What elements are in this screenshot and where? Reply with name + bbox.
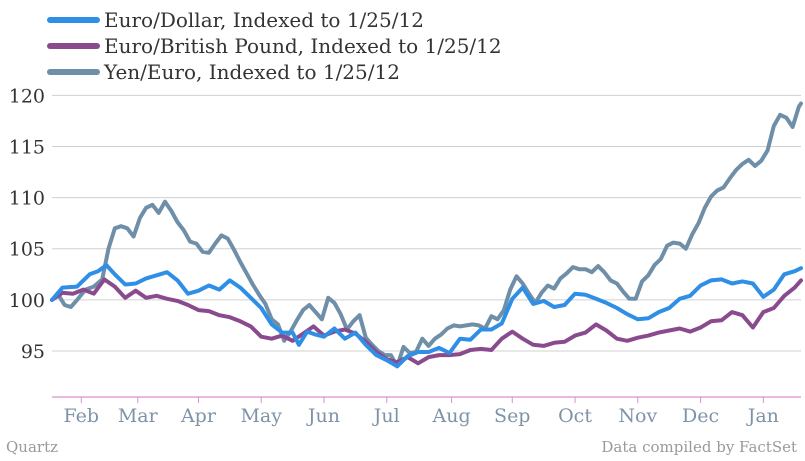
data-source-note: Data compiled by FactSet bbox=[601, 438, 797, 456]
series-line-1 bbox=[50, 277, 803, 366]
y-tick-label: 115 bbox=[9, 136, 45, 158]
y-tick-label: 120 bbox=[9, 85, 45, 107]
x-tick-label-sep: Sep bbox=[494, 405, 530, 427]
series-line-2 bbox=[50, 101, 803, 369]
x-tick-label-nov: Nov bbox=[618, 405, 657, 427]
x-tick-label-jul: Jul bbox=[372, 405, 400, 427]
x-tick-label-feb: Feb bbox=[64, 405, 100, 427]
x-axis-ticks: Feb Mar Apr May Jun Jul Aug Sep Oct Nov Dec Jan bbox=[64, 397, 779, 427]
x-tick-label-may: May bbox=[240, 405, 282, 427]
x-tick-label-oct: Oct bbox=[558, 405, 592, 427]
x-tick-label-jun: Jun bbox=[306, 405, 340, 427]
x-tick-label-mar: Mar bbox=[118, 405, 159, 427]
x-tick-label-dec: Dec bbox=[682, 405, 719, 427]
source-credit: Quartz bbox=[6, 438, 58, 456]
x-tick-label-apr: Apr bbox=[180, 405, 217, 427]
y-tick-label: 95 bbox=[21, 341, 45, 363]
series-lines bbox=[50, 101, 803, 369]
y-tick-label: 105 bbox=[9, 239, 45, 261]
legend-label-2: Yen/Euro, Indexed to 1/25/12 bbox=[103, 60, 400, 84]
legend: Euro/Dollar, Indexed to 1/25/12Euro/Brit… bbox=[47, 8, 502, 84]
y-axis-ticks: 95 100 105 110 115 120 bbox=[9, 85, 45, 363]
y-tick-label: 110 bbox=[9, 188, 45, 210]
y-tick-label: 100 bbox=[9, 290, 45, 312]
x-tick-label-aug: Aug bbox=[432, 405, 471, 427]
legend-label-0: Euro/Dollar, Indexed to 1/25/12 bbox=[104, 8, 424, 32]
legend-label-1: Euro/British Pound, Indexed to 1/25/12 bbox=[104, 34, 502, 58]
x-tick-label-jan: Jan bbox=[746, 405, 779, 427]
gridlines bbox=[52, 94, 801, 352]
series-line-0 bbox=[50, 263, 803, 369]
